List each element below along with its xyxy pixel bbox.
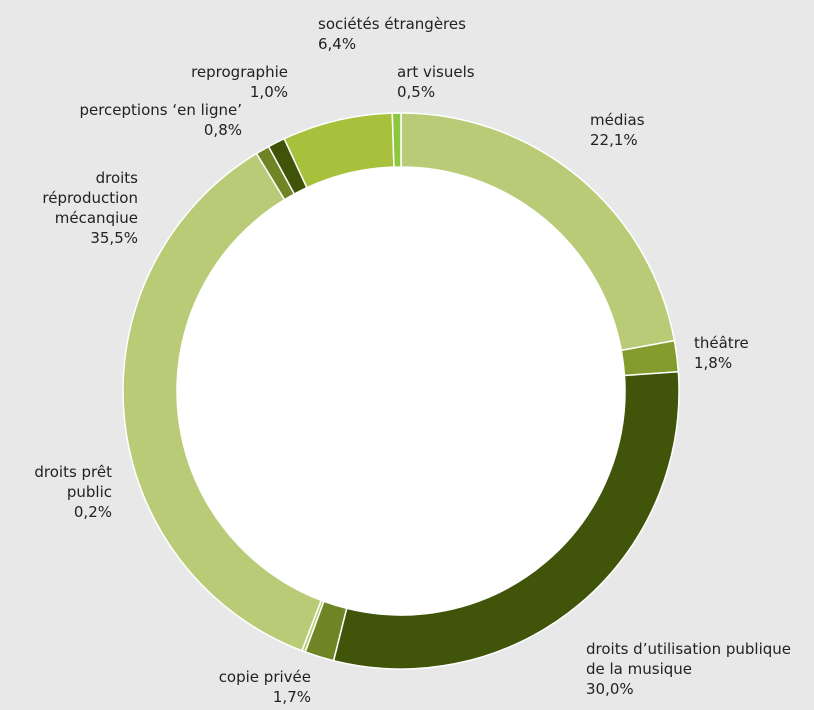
- label-droits-utilisation-publique: droits d’utilisation publique de la musi…: [586, 640, 791, 698]
- label-art-visuels: art visuels 0,5%: [397, 63, 475, 101]
- label-theatre: théâtre 1,8%: [694, 334, 749, 372]
- label-copie-privee: copie privée 1,7%: [218, 668, 311, 706]
- label-droits-reproduction-mecanique: droits réproduction mécanqiue 35,5%: [42, 169, 138, 247]
- donut-hole: [177, 167, 625, 615]
- label-reprographie: reprographie 1,0%: [191, 63, 288, 101]
- slice-9: [391, 112, 402, 168]
- label-medias: médias 22,1%: [590, 111, 645, 149]
- label-droits-pret-public: droits prêt public 0,2%: [34, 463, 112, 521]
- label-societes-etrangeres: sociétés étrangères 6,4%: [318, 15, 466, 53]
- label-perceptions-en-ligne: perceptions ‘en ligne’ 0,8%: [79, 101, 242, 139]
